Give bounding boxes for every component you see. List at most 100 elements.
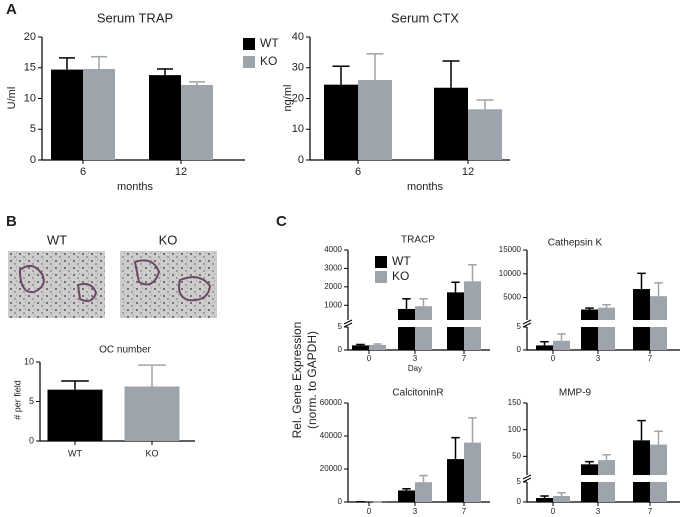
bar <box>447 459 464 502</box>
bar <box>598 460 615 475</box>
y-tick-label: 0 <box>30 154 36 166</box>
y-tick-label: 10 <box>292 123 304 135</box>
bar <box>181 84 213 160</box>
y-tick-label: 0 <box>517 497 522 506</box>
y-tick-label: 20 <box>292 92 304 104</box>
axis-break <box>522 319 532 325</box>
x-tick-label: 6 <box>80 166 86 178</box>
legend-label: KO <box>392 269 409 283</box>
legend-swatch <box>375 256 387 268</box>
y-axis-label: ng/ml <box>282 85 294 112</box>
y-axis-label: # per field <box>12 380 22 420</box>
bar <box>536 345 553 350</box>
legend-swatch <box>375 271 387 283</box>
bar <box>581 309 598 320</box>
bar <box>464 281 481 320</box>
bar <box>83 68 115 160</box>
cell-outlines <box>18 259 212 302</box>
y-tick-label: 100 <box>508 425 522 434</box>
bar <box>398 490 415 502</box>
y-tick-label: 0 <box>517 345 522 354</box>
x-tick-label: 12 <box>175 166 187 178</box>
y-tick-label: 20 <box>24 31 36 43</box>
y-tick-label: 0 <box>298 154 304 166</box>
legend-swatch <box>243 38 255 50</box>
panel-label: A <box>6 1 17 18</box>
x-tick-label: 3 <box>413 507 418 516</box>
chart-title: Serum CTX <box>391 10 459 25</box>
legend-label: WT <box>392 254 411 268</box>
bar <box>536 498 553 502</box>
y-tick-label: 2000 <box>324 282 342 291</box>
x-tick-label: 3 <box>413 354 418 363</box>
bar <box>581 482 598 502</box>
axis-break <box>343 322 353 328</box>
y-tick-label: 30 <box>292 62 304 74</box>
y-tick-label: 60000 <box>320 398 343 407</box>
x-axis-label: months <box>407 181 444 193</box>
y-tick-label: 15 <box>24 62 36 74</box>
bar <box>434 87 468 160</box>
y-tick-label: 0 <box>338 345 343 354</box>
bar <box>447 292 464 320</box>
bar <box>581 327 598 350</box>
y-tick-label: 10 <box>24 356 34 366</box>
x-tick-label: WT <box>68 448 82 458</box>
y-tick-label: 1000 <box>324 300 342 309</box>
panel-label: C <box>276 213 287 230</box>
y-tick-label: 15000 <box>499 245 522 254</box>
y-tick-label: 5 <box>30 123 36 135</box>
x-tick-label: 3 <box>596 354 601 363</box>
y-axis-label: U/ml <box>6 87 18 110</box>
bar <box>633 440 650 475</box>
axis-break <box>343 319 353 325</box>
image-label: WT <box>47 232 67 247</box>
bar <box>51 69 83 160</box>
shared-y-label: Rel. Gene Expression <box>290 322 304 439</box>
bar <box>633 482 650 502</box>
x-axis-label: Day <box>408 364 422 373</box>
y-tick-label: 20000 <box>320 464 343 473</box>
y-tick-label: 40000 <box>320 431 343 440</box>
legend-label: WT <box>260 36 279 50</box>
x-tick-label: 6 <box>355 166 361 178</box>
x-tick-label: 7 <box>648 354 653 363</box>
chart-title: OC number <box>99 345 151 356</box>
x-tick-label: 7 <box>648 507 653 516</box>
x-tick-label: KO <box>145 448 158 458</box>
x-axis-label: months <box>117 181 154 193</box>
bar <box>598 327 615 350</box>
bar <box>553 496 570 502</box>
x-tick-label: 7 <box>462 354 467 363</box>
bar <box>598 307 615 320</box>
bar <box>369 344 386 350</box>
x-tick-label: 3 <box>596 507 601 516</box>
bar <box>650 444 667 475</box>
bar <box>415 482 432 502</box>
legend-label: KO <box>260 54 277 68</box>
y-tick-label: 5 <box>517 322 522 331</box>
y-tick-label: 0 <box>338 497 343 506</box>
bar <box>553 340 570 350</box>
y-tick-label: 5 <box>29 396 34 406</box>
x-tick-label: 0 <box>367 507 372 516</box>
bar <box>650 482 667 502</box>
x-tick-label: 0 <box>551 354 556 363</box>
bar <box>464 327 481 350</box>
bar <box>650 296 667 320</box>
y-tick-label: 5 <box>517 477 522 486</box>
bar <box>398 327 415 350</box>
shared-y-label: (norm. to GAPDH) <box>305 331 319 429</box>
y-tick-label: 150 <box>508 398 522 407</box>
axis-break <box>522 477 532 483</box>
bar <box>464 442 481 502</box>
y-tick-label: 3000 <box>324 264 342 273</box>
panel-label: B <box>6 213 17 230</box>
x-tick-label: 0 <box>551 507 556 516</box>
bar <box>415 327 432 350</box>
bar <box>358 80 392 160</box>
x-tick-label: 7 <box>462 507 467 516</box>
y-tick-label: 50 <box>512 451 521 460</box>
bar <box>468 109 502 160</box>
